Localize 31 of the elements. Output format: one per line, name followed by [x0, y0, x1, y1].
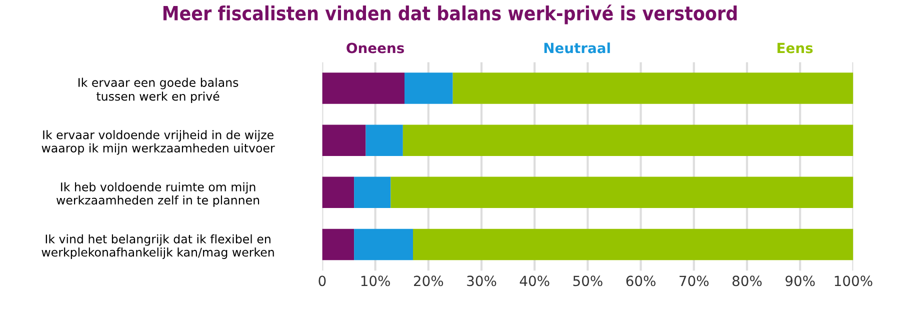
chart-title: Meer fiscalisten vinden dat balans werk-privé is verstoord — [163, 4, 737, 24]
bar — [322, 124, 366, 156]
series-label: Eens — [778, 42, 813, 54]
bar — [354, 176, 391, 208]
bar — [322, 228, 354, 260]
x-tick-label: 40% — [520, 276, 550, 286]
y-tick-label: Ik ervaar voldoende vrijheid in de wijze waarop ik mijn werkzaamheden uitvoer — [42, 130, 275, 155]
x-tick-label: 0 — [318, 276, 326, 286]
bar — [322, 176, 354, 208]
bar — [322, 72, 405, 104]
x-tick-label: 90% — [786, 276, 815, 286]
x-tick-label: 10% — [361, 276, 390, 286]
bar — [404, 72, 453, 104]
bar — [413, 228, 854, 260]
bar — [366, 124, 403, 156]
x-tick-label: 30% — [467, 276, 496, 286]
bar — [452, 72, 854, 104]
y-tick-label: Ik ervaar een goede balans tussen werk en privé — [78, 78, 238, 104]
series-label: Oneens — [346, 42, 404, 54]
x-tick-label: 100% — [834, 276, 872, 286]
y-tick-label: Ik vind het belangrijk dat ik flexibel en werkplekonafhankelijk kan/mag werken — [42, 234, 274, 259]
x-tick-label: 50% — [573, 276, 602, 286]
x-tick-label: 80% — [732, 276, 762, 286]
y-tick-label: Ik heb voldoende ruimte om mijn werkzaamheden zelf in te plannen — [56, 182, 260, 207]
bar — [354, 228, 413, 260]
x-tick-label: 60% — [626, 276, 656, 286]
bar — [390, 176, 854, 208]
x-tick-label: 20% — [414, 276, 444, 286]
text: Neutraal — [544, 42, 610, 54]
x-tick-label: 70% — [680, 276, 709, 286]
bar — [402, 124, 854, 156]
